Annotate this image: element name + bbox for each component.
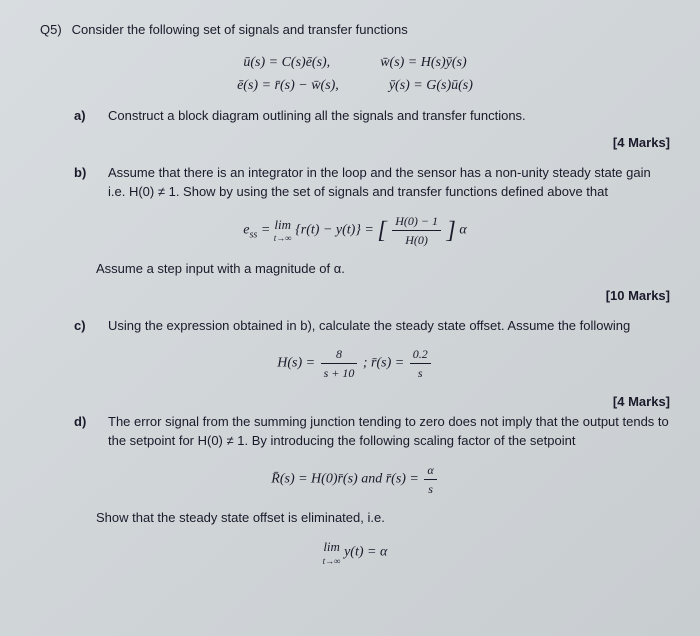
eq-2-left: ē(s) = r̄(s) − w̄(s), bbox=[237, 75, 339, 96]
part-c: c) Using the expression obtained in b), … bbox=[74, 316, 670, 336]
lim-body-d: y(t) = α bbox=[344, 545, 387, 560]
part-d-label: d) bbox=[74, 412, 94, 451]
frac-r-num: 0.2 bbox=[410, 345, 431, 364]
lim-expr-d: lim t→∞ bbox=[323, 537, 341, 568]
part-c-label: c) bbox=[74, 316, 94, 336]
part-c-equation: H(s) = 8 s + 10 ; r̄(s) = 0.2 s bbox=[40, 345, 670, 382]
lim-body: {r(t) − y(t)} = bbox=[295, 222, 377, 237]
part-d-equation: R̄(s) = H(0)r̄(s) and r̄(s) = α s bbox=[40, 461, 670, 498]
part-b-label: b) bbox=[74, 163, 94, 202]
part-d: d) The error signal from the summing jun… bbox=[74, 412, 670, 451]
frac-b-den: H(0) bbox=[392, 231, 441, 249]
frac-d: α s bbox=[424, 461, 436, 498]
sep: ; r̄(s) = bbox=[363, 356, 408, 371]
part-d-show: Show that the steady state offset is eli… bbox=[96, 508, 670, 528]
marks-c: [4 Marks] bbox=[40, 392, 670, 412]
lim-sub: t→∞ bbox=[274, 232, 292, 246]
question-header: Q5) Consider the following set of signal… bbox=[40, 20, 670, 40]
rbracket-icon: ] bbox=[446, 217, 455, 243]
eq-1-right: w̄(s) = H(s)ȳ(s) bbox=[380, 52, 466, 73]
eq-1-left: ū(s) = C(s)ē(s), bbox=[243, 52, 330, 73]
marks-b: [10 Marks] bbox=[40, 286, 670, 306]
part-d-text: The error signal from the summing juncti… bbox=[108, 412, 670, 451]
frac-d-den: s bbox=[424, 480, 436, 498]
part-c-text: Using the expression obtained in b), cal… bbox=[108, 316, 630, 336]
ess-eq: = bbox=[257, 222, 273, 237]
eq-row-1: ū(s) = C(s)ē(s), w̄(s) = H(s)ȳ(s) bbox=[40, 52, 670, 73]
frac-r-den: s bbox=[410, 364, 431, 382]
part-d-lim: lim t→∞ y(t) = α bbox=[40, 537, 670, 568]
eq-row-2: ē(s) = r̄(s) − w̄(s), ȳ(s) = G(s)ū(s) bbox=[40, 75, 670, 96]
question-intro: Consider the following set of signals an… bbox=[72, 20, 408, 40]
part-b-text: Assume that there is an integrator in th… bbox=[108, 163, 670, 202]
eq-2-right: ȳ(s) = G(s)ū(s) bbox=[389, 75, 473, 96]
d-eq: R̄(s) = H(0)r̄(s) and r̄(s) = bbox=[271, 471, 422, 486]
frac-h-num: 8 bbox=[321, 345, 358, 364]
frac-h: 8 s + 10 bbox=[321, 345, 358, 382]
frac-h-den: s + 10 bbox=[321, 364, 358, 382]
part-a-text: Construct a block diagram outlining all … bbox=[108, 106, 526, 126]
frac-r: 0.2 s bbox=[410, 345, 431, 382]
frac-d-num: α bbox=[424, 461, 436, 480]
alpha: α bbox=[459, 222, 466, 237]
part-a: a) Construct a block diagram outlining a… bbox=[74, 106, 670, 126]
frac-b-num: H(0) − 1 bbox=[392, 212, 441, 231]
lbracket-icon: [ bbox=[377, 217, 386, 243]
h-label: H(s) = bbox=[277, 356, 318, 371]
equations-block: ū(s) = C(s)ē(s), w̄(s) = H(s)ȳ(s) ē(s) =… bbox=[40, 52, 670, 96]
lim-word-d: lim bbox=[323, 537, 341, 557]
part-b-equation: ess = lim t→∞ {r(t) − y(t)} = [ H(0) − 1… bbox=[40, 212, 670, 249]
marks-a: [4 Marks] bbox=[40, 133, 670, 153]
lim-expr: lim t→∞ bbox=[274, 215, 292, 246]
part-b: b) Assume that there is an integrator in… bbox=[74, 163, 670, 202]
lim-sub-d: t→∞ bbox=[323, 555, 341, 569]
part-a-label: a) bbox=[74, 106, 94, 126]
frac-b: H(0) − 1 H(0) bbox=[392, 212, 441, 249]
question-label: Q5) bbox=[40, 20, 62, 40]
part-b-assume: Assume a step input with a magnitude of … bbox=[96, 259, 670, 279]
